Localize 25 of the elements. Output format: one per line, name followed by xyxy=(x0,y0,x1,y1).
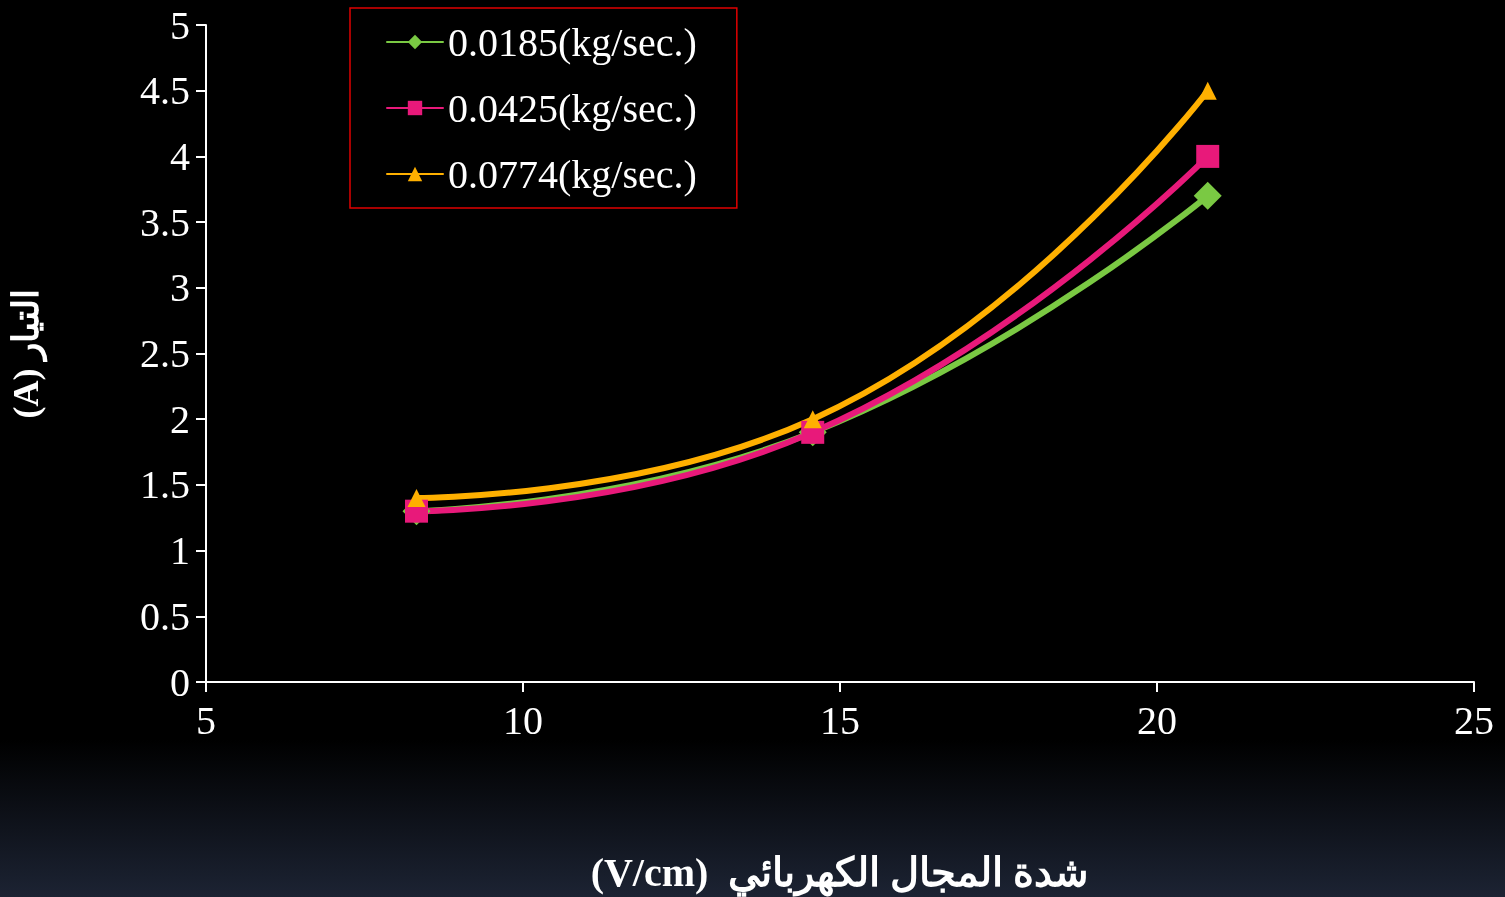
y-tick-label: 4 xyxy=(170,133,190,179)
point xyxy=(407,489,426,508)
point xyxy=(1198,81,1217,100)
x-tick-label: 25 xyxy=(1454,697,1494,743)
y-tick-label: 2.5 xyxy=(140,331,190,376)
y-tick-label: 4.5 xyxy=(140,68,190,114)
y-tick-label: 3.5 xyxy=(140,199,190,245)
y-tick-label: 1 xyxy=(170,528,190,574)
y-tick-label: 0 xyxy=(170,659,190,705)
y-axis-title: التيار (A) xyxy=(6,288,48,419)
legend-label: 0.0774(kg/sec.) xyxy=(448,151,697,197)
point xyxy=(1196,144,1220,168)
x-tick-label: 20 xyxy=(1137,697,1177,743)
legend-label: 0.0425(kg/sec.) xyxy=(448,85,697,131)
y-tick-label: 1.5 xyxy=(140,462,190,508)
x-tick-label: 15 xyxy=(820,697,860,743)
y-tick-label: 0.5 xyxy=(140,593,190,639)
x-axis-title: شدة المجال الكهربائي (V/cm) xyxy=(590,849,1090,897)
x-tick-label: 10 xyxy=(503,697,543,743)
y-tick-label: 2 xyxy=(170,396,190,442)
legend-label: 0.0185(kg/sec.) xyxy=(448,19,697,65)
y-tick-label: 5 xyxy=(170,2,190,48)
point xyxy=(803,410,822,429)
y-tick-label: 3 xyxy=(170,265,190,311)
point xyxy=(1193,181,1222,210)
